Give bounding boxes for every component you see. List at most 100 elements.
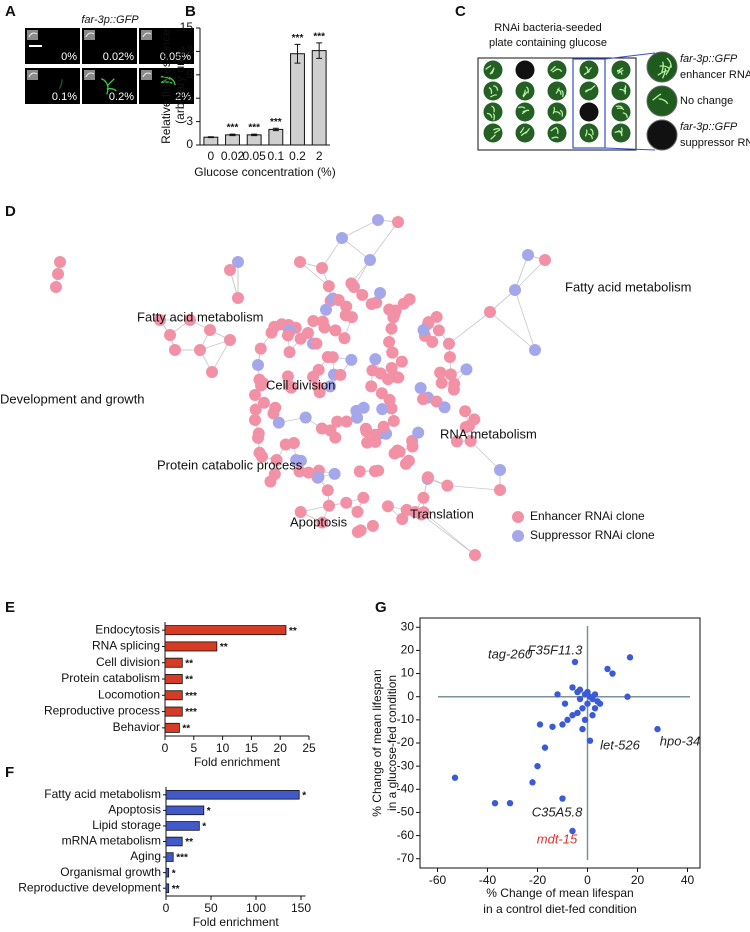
network-node <box>331 415 344 428</box>
network-node <box>299 411 312 424</box>
network-node <box>281 370 294 383</box>
bar <box>165 805 205 816</box>
network-node <box>417 324 430 337</box>
network-node <box>421 471 434 484</box>
network-node <box>316 516 329 529</box>
y-tick-label: -10 <box>397 712 415 726</box>
x-tick-label: 0.02 <box>221 149 245 163</box>
network-node <box>312 381 325 394</box>
network-node <box>460 363 473 376</box>
worm <box>658 98 669 105</box>
network-node <box>415 508 428 521</box>
network-node <box>393 445 406 458</box>
network-node <box>54 256 66 268</box>
worm <box>552 106 556 115</box>
network-node <box>329 431 342 444</box>
worm <box>493 129 501 134</box>
point <box>654 725 661 733</box>
network-node <box>224 264 236 276</box>
point <box>604 665 611 673</box>
well <box>579 123 599 143</box>
x-tick-label: -20 <box>529 873 547 887</box>
worm <box>616 107 625 111</box>
network-node <box>444 368 457 381</box>
y-tick-label: Behavior <box>113 720 160 734</box>
cluster-label: Cell division <box>266 377 335 392</box>
significance: ** <box>182 723 190 734</box>
x-axis-label: % Change of mean lifespan <box>486 886 633 900</box>
network-node <box>403 293 416 306</box>
x-tick-label: 0 <box>584 873 591 887</box>
network-node <box>253 446 266 459</box>
network-node <box>377 420 390 433</box>
point <box>574 688 581 696</box>
point <box>626 654 634 661</box>
image-label: 0% <box>61 51 77 63</box>
well <box>579 81 599 101</box>
thumbnail-worm <box>85 32 95 38</box>
well <box>611 81 631 101</box>
highlight <box>572 58 606 149</box>
worm <box>490 134 496 140</box>
network-node <box>316 315 329 328</box>
network-node <box>321 484 334 497</box>
point <box>569 684 576 691</box>
network-node <box>402 454 415 467</box>
y-tick-label: Apoptosis <box>108 803 161 817</box>
network-node <box>372 214 384 226</box>
network-node <box>443 351 456 364</box>
y-tick-label: 3 <box>186 114 193 128</box>
worm <box>590 128 594 136</box>
worm <box>583 70 591 76</box>
network-node <box>459 405 472 418</box>
network-node <box>357 491 370 504</box>
worm <box>490 94 498 98</box>
network-node <box>232 292 244 304</box>
error-bar <box>316 42 323 59</box>
network-node <box>340 415 353 428</box>
thumbnail-worm <box>142 72 152 78</box>
y-tick-label: -30 <box>397 758 415 772</box>
legend-swatch <box>512 511 524 523</box>
cluster-label: Apoptosis <box>290 514 348 529</box>
point-label: mdt-15 <box>537 831 578 846</box>
error-bar <box>229 133 236 137</box>
worm <box>666 57 672 68</box>
network-edge <box>514 289 536 351</box>
plate-title: RNAi bacteria-seeded <box>494 22 602 34</box>
worm <box>589 84 596 91</box>
significance: *** <box>176 853 188 864</box>
x-tick-label: 100 <box>246 901 266 915</box>
worm <box>617 69 624 75</box>
error-bar <box>272 127 279 132</box>
network-node <box>264 475 277 488</box>
point-label: tag-260 <box>488 646 533 661</box>
worm <box>623 87 627 95</box>
point-label: let-526 <box>600 737 641 752</box>
network-node <box>336 232 348 244</box>
x-axis-label: Fold enrichment <box>194 755 281 769</box>
point <box>554 691 561 698</box>
significance: * <box>202 822 206 833</box>
network-node <box>329 324 342 337</box>
bar <box>165 836 183 847</box>
cluster-label: RNA metabolism <box>440 426 537 441</box>
point <box>534 762 541 770</box>
significance: *** <box>185 707 197 718</box>
x-tick-label: 20 <box>631 873 645 887</box>
significance: *** <box>313 31 325 42</box>
worm <box>485 65 492 70</box>
network-node <box>442 337 455 350</box>
y-tick-label: RNA splicing <box>92 639 160 653</box>
network-node <box>249 414 261 426</box>
image-label: 0.2% <box>109 91 134 103</box>
bar <box>164 706 183 717</box>
network-node <box>389 304 402 317</box>
network-node <box>257 396 270 409</box>
worm <box>555 68 563 73</box>
significance: ** <box>185 837 193 848</box>
network-node <box>345 311 358 324</box>
network-node <box>312 471 325 484</box>
bar <box>164 625 287 636</box>
worm <box>492 113 496 121</box>
